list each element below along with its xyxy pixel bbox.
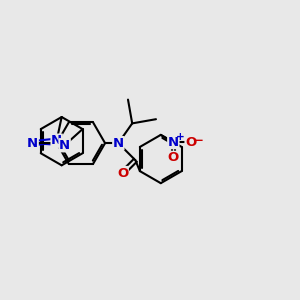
Text: N: N [59,139,70,152]
Text: +: + [176,132,184,142]
Text: O: O [117,167,128,179]
Text: N: N [51,134,62,147]
Text: O: O [185,136,196,148]
Text: N: N [27,137,38,150]
Text: N: N [113,137,124,150]
Text: N: N [168,136,179,148]
Text: −: − [194,134,204,147]
Text: O: O [168,151,179,164]
